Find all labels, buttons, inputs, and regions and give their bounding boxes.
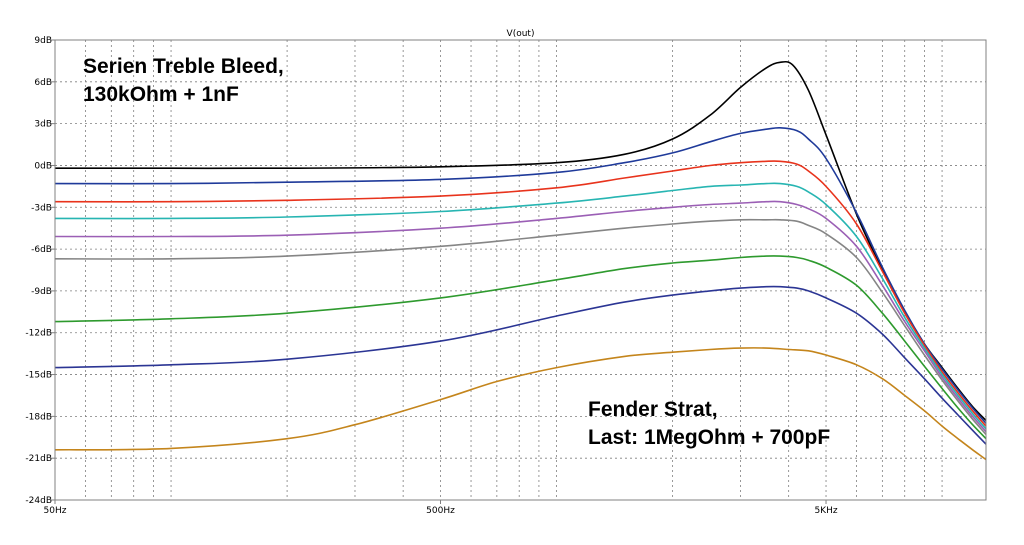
y-tick-label: -6dB [31,245,52,255]
y-tick-label: 3dB [34,120,52,130]
series-line-3 [54,160,987,427]
y-tick-label: -24dB [25,496,52,506]
series-line-7 [54,255,987,440]
annotation-2-line-1: Fender Strat, [588,398,718,421]
x-tick-label: 50Hz [44,506,67,516]
x-tick-label: 500Hz [426,506,455,516]
series-line-2 [54,126,987,424]
y-tick-label: 0dB [34,161,52,171]
y-tick-label: -21dB [25,454,52,464]
series-line-9 [54,347,987,461]
y-tick-label: 6dB [34,78,52,88]
ticks: 9dB 6dB 3dB 0dB -3dB -6dB -9dB -12dB -15dB -18dB -… [25,36,837,516]
x-tick-label: 5KHz [814,506,837,516]
series-layer [54,60,987,461]
y-tick-label: 9dB [34,36,52,46]
y-tick-label: -18dB [25,412,52,422]
chart-title: V(out) [507,29,535,39]
series-line-6 [54,218,987,436]
y-tick-label: -15dB [25,371,52,381]
annotation-1-line-2: 130kOhm + 1nF [83,83,239,106]
annotation-2-line-2: Last: 1MegOhm + 700pF [588,426,830,449]
annotations: Serien Treble Bleed, 130kOhm + 1nF Fender … [83,55,830,449]
annotation-1-line-1: Serien Treble Bleed, [83,55,284,78]
y-tick-label: -12dB [25,329,52,339]
series-line-5 [54,200,987,433]
plot-frame [54,39,987,501]
y-tick-label: -3dB [31,203,52,213]
y-tick-label: -9dB [31,287,52,297]
series-line-8 [54,285,987,445]
series-line-4 [54,182,987,430]
